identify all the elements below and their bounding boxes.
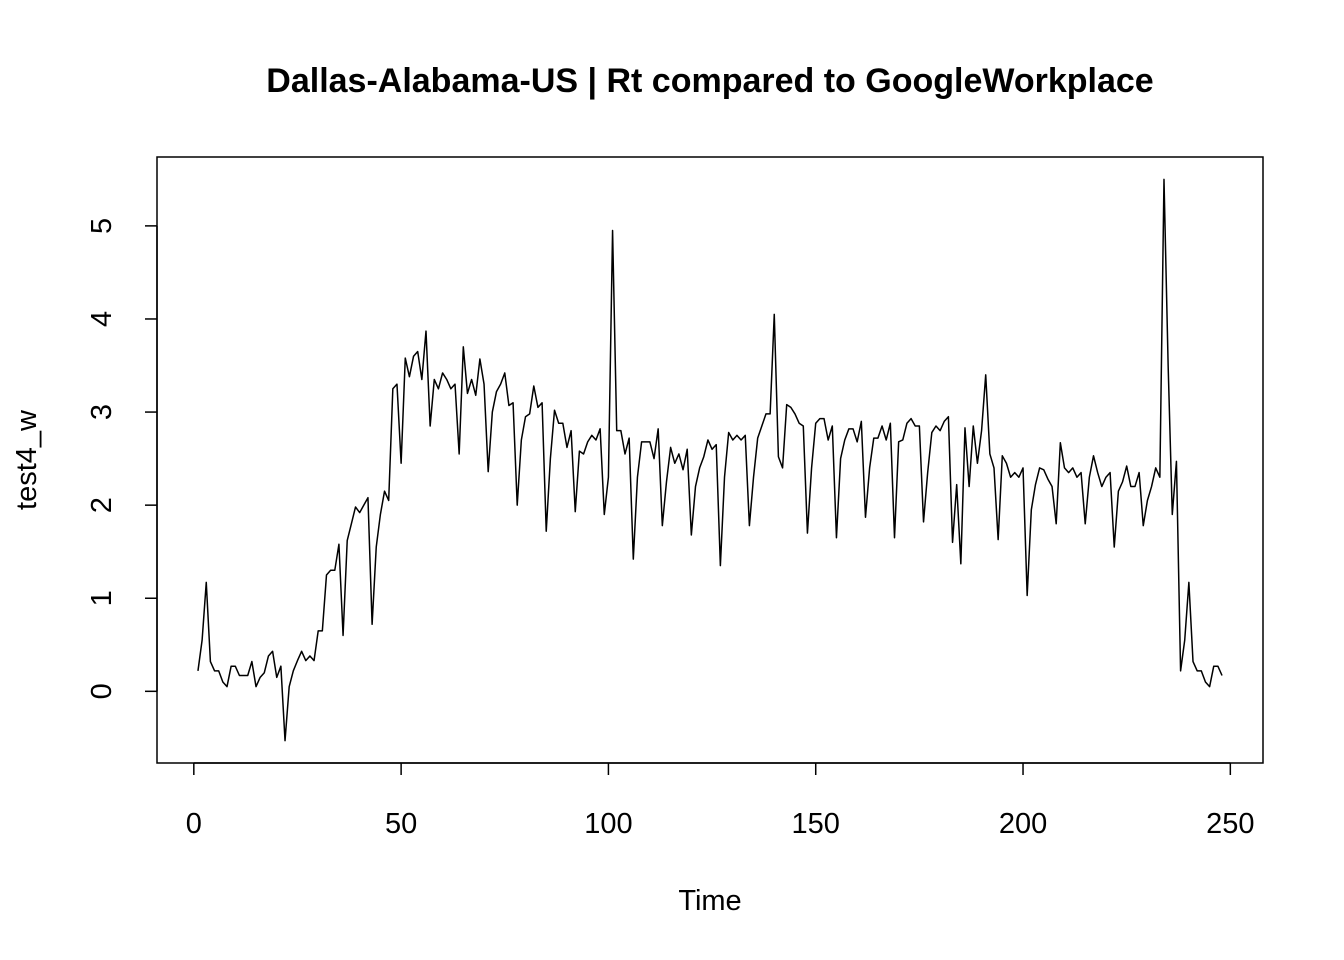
x-tick-label: 250 bbox=[1206, 808, 1254, 840]
data-line bbox=[197, 178, 1223, 742]
y-tick-label: 4 bbox=[86, 311, 118, 327]
x-tick-label: 0 bbox=[186, 808, 202, 840]
x-tick-label: 200 bbox=[999, 808, 1047, 840]
y-tick-label: 3 bbox=[86, 404, 118, 420]
chart-title: Dallas-Alabama-US | Rt compared to Googl… bbox=[266, 62, 1153, 100]
x-tick-label: 50 bbox=[385, 808, 417, 840]
y-axis-label: test4_w bbox=[11, 409, 43, 510]
y-tick-label: 2 bbox=[86, 497, 118, 513]
y-tick-label: 5 bbox=[86, 218, 118, 234]
x-tick-label: 150 bbox=[792, 808, 840, 840]
x-axis-label: Time bbox=[678, 885, 741, 917]
y-tick-label: 0 bbox=[86, 683, 118, 699]
x-tick-label: 100 bbox=[584, 808, 632, 840]
y-tick-label: 1 bbox=[86, 590, 118, 606]
